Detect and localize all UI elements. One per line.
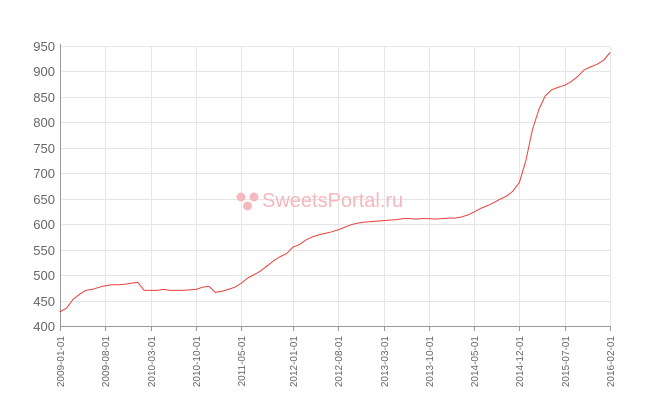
x-tick-labels: 2009-01-01 2009-08-01 2010-03-01 2010-10-01…: [56, 336, 617, 388]
x-tick-label: 2012-01-01: [289, 336, 300, 388]
y-tick-label: 700: [33, 166, 55, 181]
x-tick-label: 2012-08-01: [334, 336, 345, 388]
x-tick-label: 2011-05-01: [237, 336, 248, 387]
y-tick-label: 800: [33, 115, 55, 130]
x-tick-label: 2013-10-01: [425, 336, 436, 388]
watermark-logo-dot: [243, 201, 252, 211]
y-tick-label: 850: [33, 90, 55, 105]
x-tick-label: 2014-12-01: [515, 336, 526, 388]
watermark-text: SweetsPortal.ru: [262, 190, 403, 212]
series: [59, 52, 611, 313]
gridlines: [60, 46, 611, 326]
x-tick-label: 2009-08-01: [101, 336, 112, 388]
x-tick-label: 2016-02-01: [606, 336, 617, 388]
x-tick-label: 2015-07-01: [561, 336, 572, 388]
watermark-logo-dot: [249, 192, 259, 202]
y-tick-label: 600: [33, 217, 55, 232]
x-tick-label: 2009-01-01: [56, 336, 67, 388]
x-tick-label: 2010-10-01: [192, 336, 203, 388]
y-tick-label: 900: [33, 64, 55, 79]
watermark: SweetsPortal.ru: [236, 190, 403, 212]
y-tick-label: 950: [33, 39, 55, 54]
y-tick-label: 550: [33, 243, 55, 258]
series-line: [59, 52, 611, 313]
x-tick-label: 2014-05-01: [470, 336, 481, 388]
y-tick-label: 400: [33, 319, 55, 334]
x-tick-label: 2010-03-01: [147, 336, 158, 388]
y-tick-label: 650: [33, 192, 55, 207]
axes: [60, 44, 611, 331]
y-tick-labels: 950 900 850 800 750 700 650 600 550 500 450 400: [33, 39, 55, 334]
y-tick-label: 500: [33, 268, 55, 283]
y-tick-label: 750: [33, 141, 55, 156]
y-tick-label: 450: [33, 294, 55, 309]
watermark-logo-dot: [236, 192, 246, 202]
x-tick-label: 2013-03-01: [380, 336, 391, 388]
